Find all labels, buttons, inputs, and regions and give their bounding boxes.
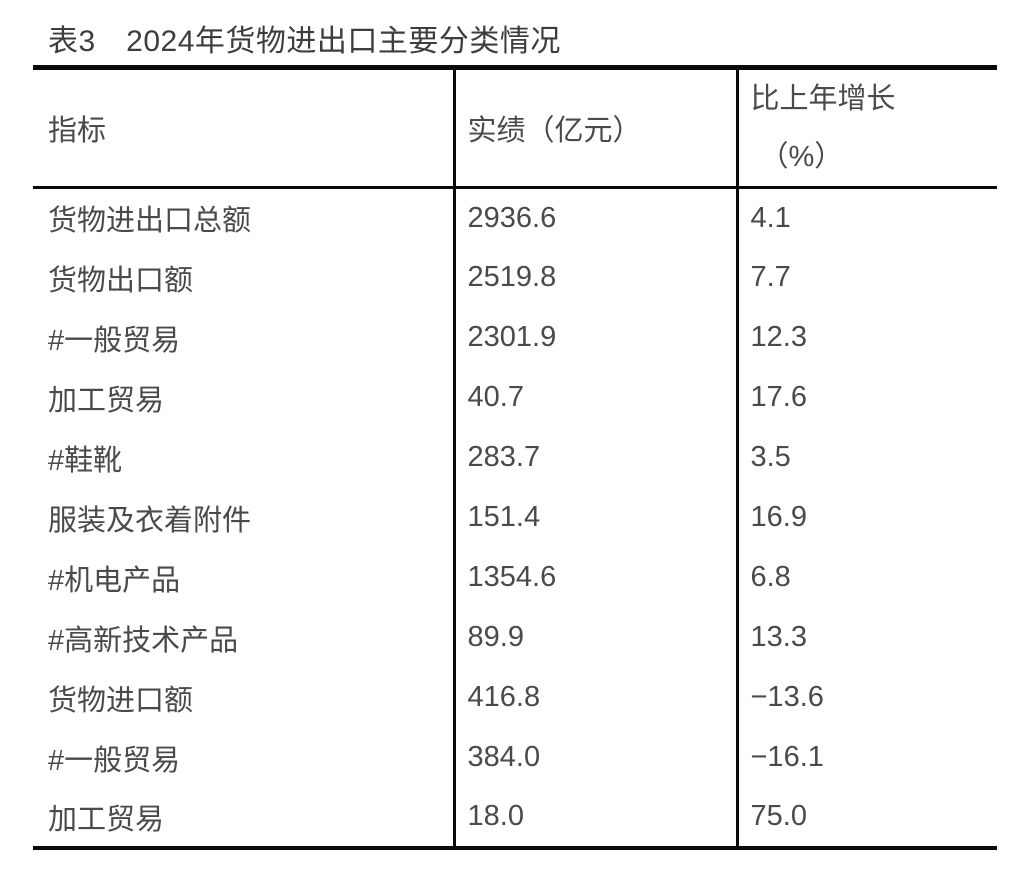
row-value-cell: 384.0 [452, 727, 737, 788]
table-row: #一般贸易 2301.9 12.3 [33, 307, 997, 368]
table-row: 加工贸易 40.7 17.6 [33, 367, 997, 428]
row-growth-cell: 16.9 [735, 487, 997, 548]
row-growth-cell: 13.3 [735, 607, 997, 668]
header-growth-label: 比上年增长 [750, 83, 896, 115]
row-growth-cell: 17.6 [735, 367, 997, 428]
row-indicator-cell: #鞋靴 [48, 444, 123, 477]
row-growth-cell: 75.0 [735, 787, 997, 848]
trade-classification-table: 指标 实绩（亿元） 比上年增长 （%） 货物进出口总额 2936.6 4.1 货… [33, 65, 997, 850]
row-indicator-cell: 加工贸易 [48, 384, 165, 417]
row-value-cell: 416.8 [452, 667, 737, 728]
row-indicator-cell: 服装及衣着附件 [48, 504, 252, 537]
table-body: 货物进出口总额 2936.6 4.1 货物出口额 2519.8 7.7 #一般贸… [33, 187, 997, 848]
row-value-cell: 2936.6 [452, 187, 737, 248]
row-indicator-cell: 货物出口额 [48, 264, 194, 297]
header-cell-value: 实绩（亿元） [452, 67, 737, 189]
table-row: #机电产品 1354.6 6.8 [33, 547, 997, 608]
header-growth-unit: （%） [759, 141, 844, 173]
table-row: 货物进出口总额 2936.6 4.1 [33, 187, 997, 248]
header-cell-indicator: 指标 [33, 67, 454, 189]
row-growth-cell: 3.5 [735, 427, 997, 488]
row-value-cell: 151.4 [452, 487, 737, 548]
row-value-cell: 89.9 [452, 607, 737, 668]
row-indicator-cell: 货物进出口总额 [48, 205, 252, 238]
table-title: 表3 2024年货物进出口主要分类情况 [48, 25, 561, 58]
table-row: 货物出口额 2519.8 7.7 [33, 247, 997, 308]
row-indicator-cell: 加工贸易 [48, 803, 165, 836]
row-indicator-cell: #一般贸易 [48, 744, 181, 777]
row-value-cell: 1354.6 [452, 547, 737, 608]
table-row: #一般贸易 384.0 −16.1 [33, 727, 997, 788]
row-value-cell: 2301.9 [452, 307, 737, 368]
row-growth-cell: 7.7 [735, 247, 997, 308]
row-growth-cell: 6.8 [735, 547, 997, 608]
row-value-cell: 283.7 [452, 427, 737, 488]
row-growth-cell: 4.1 [735, 187, 997, 248]
row-growth-cell: −16.1 [735, 727, 997, 788]
table-row: 服装及衣着附件 151.4 16.9 [33, 487, 997, 548]
table-row: #鞋靴 283.7 3.5 [33, 427, 997, 488]
table-row: 加工贸易 18.0 75.0 [33, 787, 997, 848]
row-growth-cell: 12.3 [735, 307, 997, 368]
row-indicator-cell: #机电产品 [48, 564, 181, 597]
table-row: #高新技术产品 89.9 13.3 [33, 607, 997, 668]
row-growth-cell: −13.6 [735, 667, 997, 728]
row-indicator-cell: 货物进口额 [48, 684, 194, 717]
table-header-row: 指标 实绩（亿元） 比上年增长 （%） [33, 67, 997, 189]
row-indicator-cell: #一般贸易 [48, 324, 181, 357]
header-cell-growth: 比上年增长 （%） [735, 67, 997, 189]
row-value-cell: 2519.8 [452, 247, 737, 308]
table-row: 货物进口额 416.8 −13.6 [33, 667, 997, 728]
row-value-cell: 40.7 [452, 367, 737, 428]
row-indicator-cell: #高新技术产品 [48, 624, 239, 657]
row-value-cell: 18.0 [452, 787, 737, 848]
